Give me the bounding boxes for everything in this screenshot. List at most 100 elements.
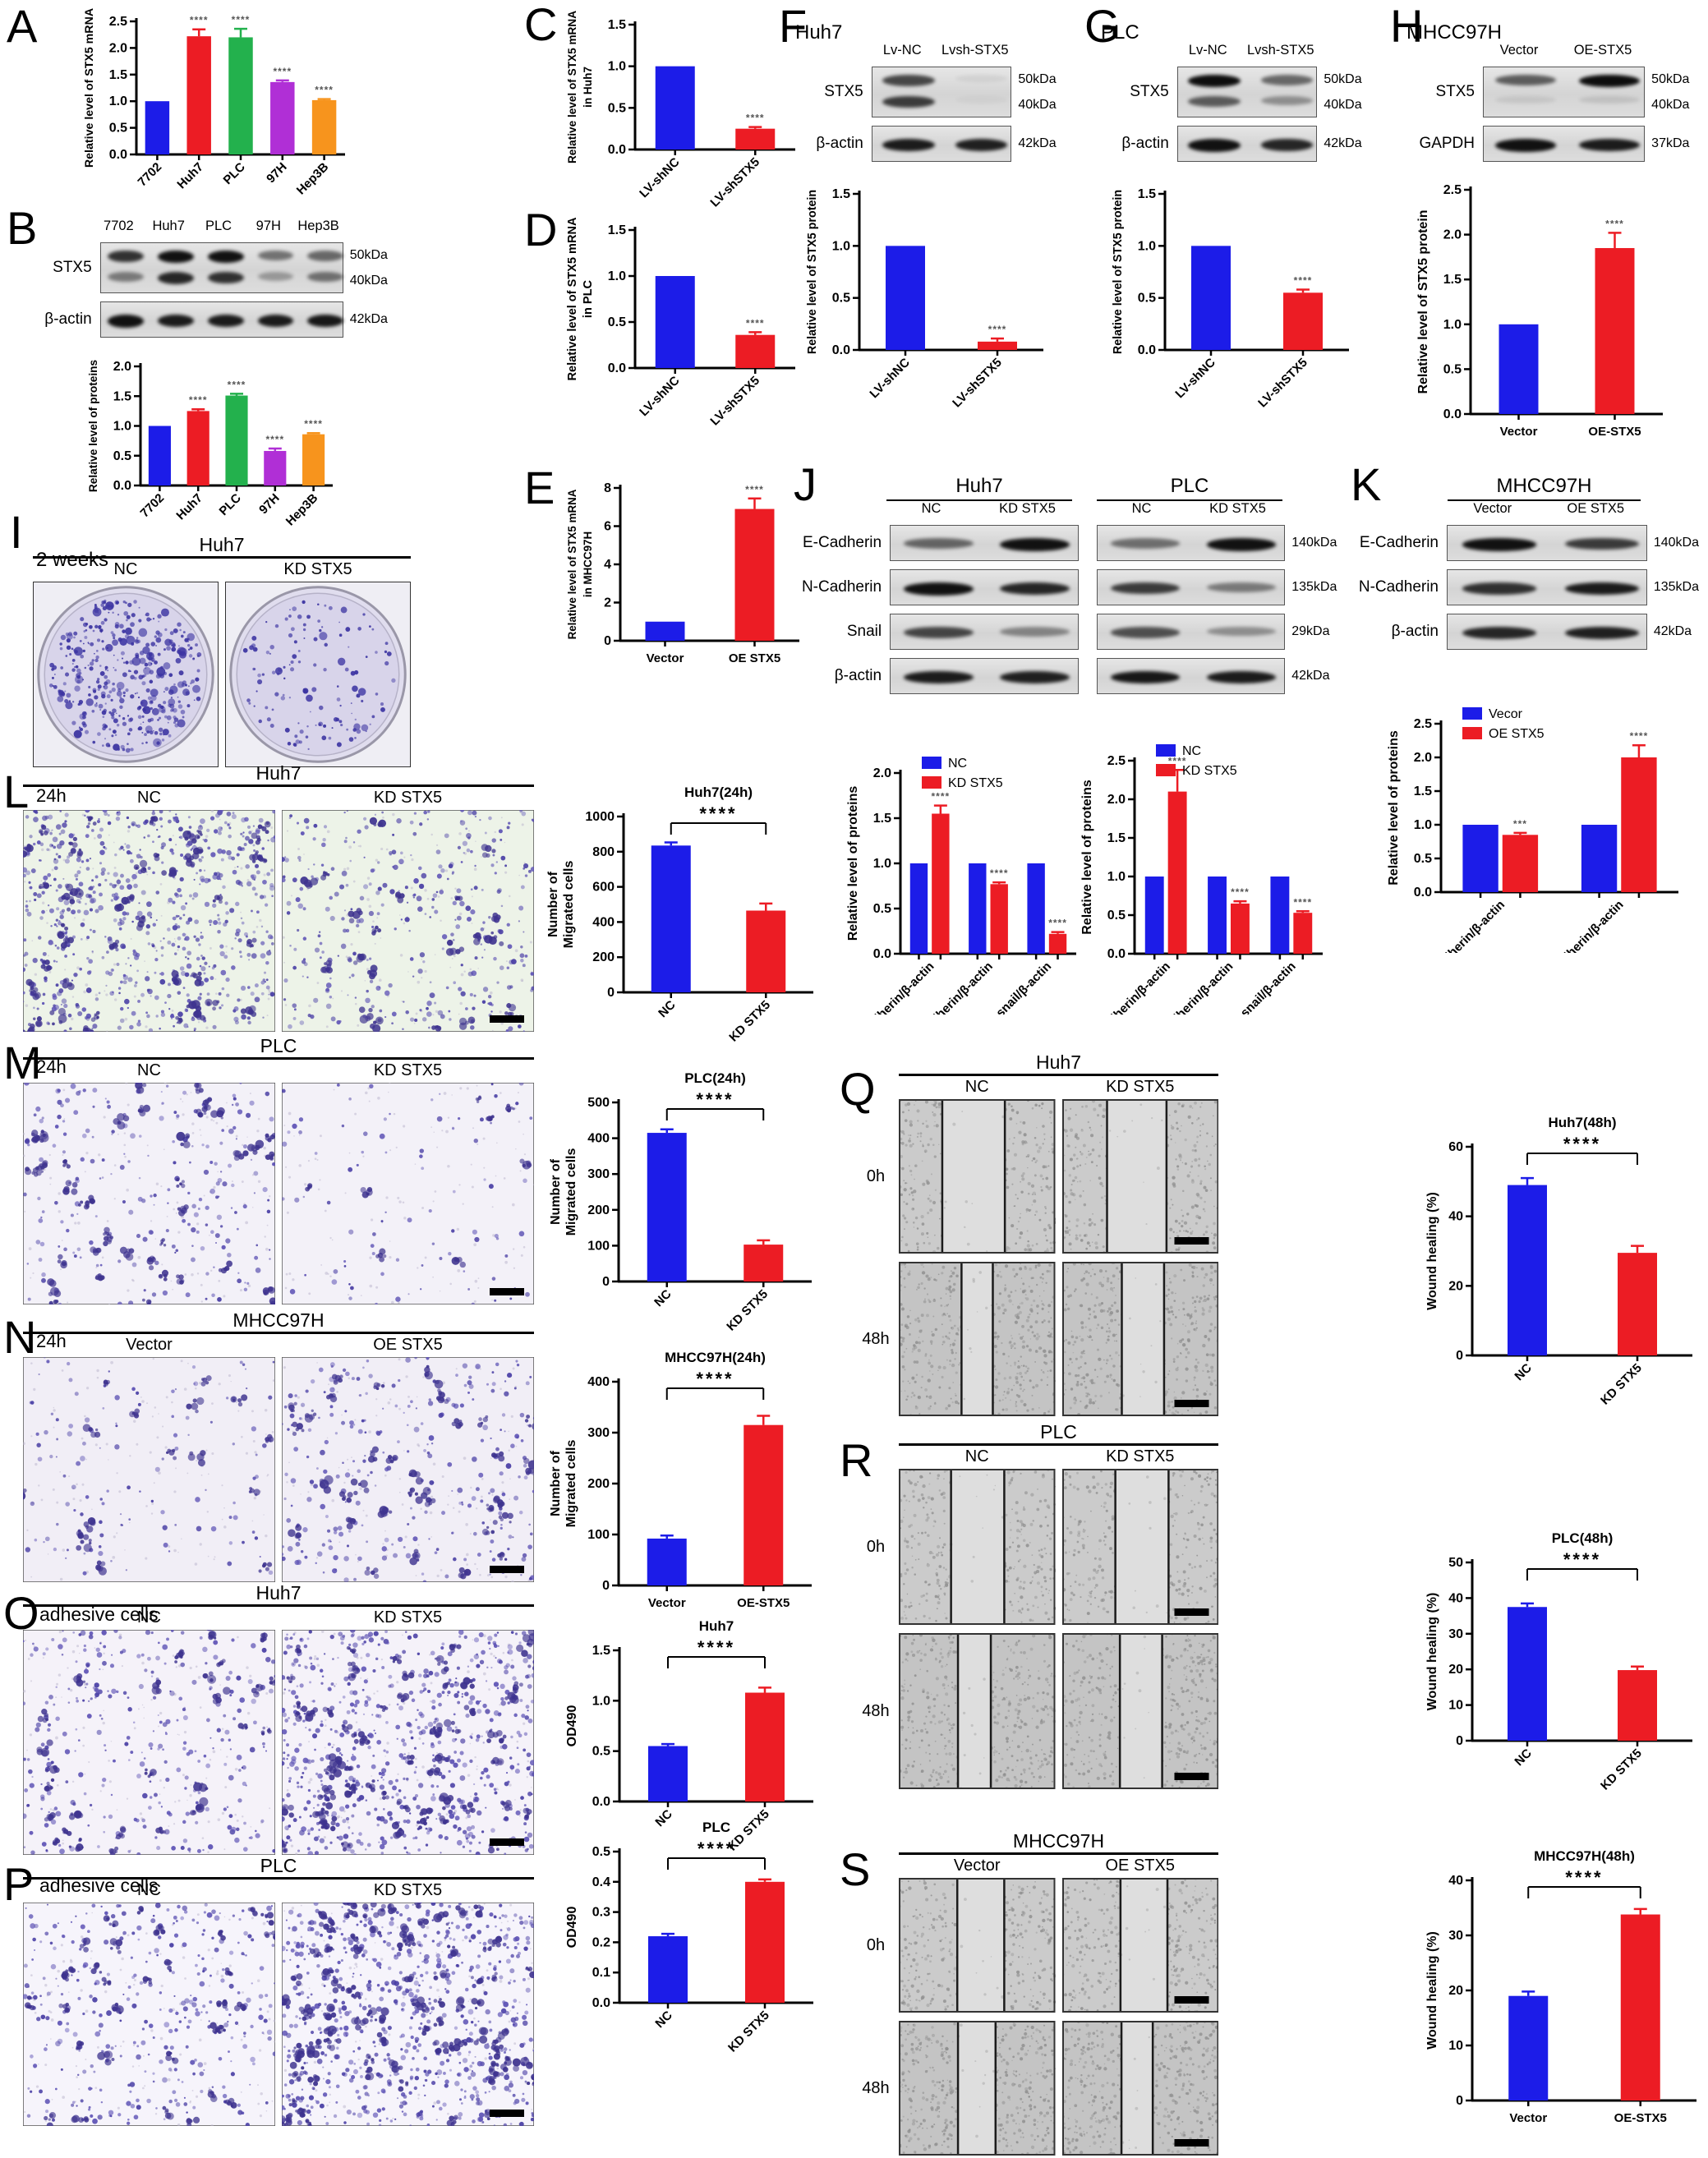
svg-text:****: **** (697, 1838, 735, 1859)
svg-text:OE-STX5: OE-STX5 (1614, 2111, 1667, 2125)
kda-label: 42kDa (1291, 669, 1330, 683)
panel-letter-I: I (10, 506, 23, 558)
bar-LV-shSTX5 (735, 128, 776, 150)
svg-text:****: **** (232, 14, 251, 25)
blot-strip-G-STX5 (1176, 67, 1318, 117)
photos-I-colony: Huh7 NC KD STX5 (33, 534, 411, 771)
svg-text:Number of: Number of (549, 1158, 563, 1225)
svg-text:Huh7(24h): Huh7(24h) (684, 785, 753, 800)
blot-row-label: STX5 (1435, 83, 1476, 100)
chart-P-od490: 0.0 0.1 0.2 0.3 0.4 0.5 OD490 PLC NC KD STX5 **** (565, 1815, 822, 2064)
svg-text:Relative level of STX5 protein: Relative level of STX5 protein (1416, 209, 1430, 393)
svg-text:0: 0 (602, 1579, 610, 1593)
photos-col-label: NC (964, 1447, 989, 1466)
blot-band (1565, 582, 1640, 596)
photos-col-label: NC (137, 1608, 161, 1627)
photo-R-0-0 (899, 1469, 1056, 1625)
blot-row-label: STX5 (53, 259, 92, 276)
photos-header-N: MHCC97H (23, 1309, 534, 1334)
svg-text:0.5: 0.5 (109, 122, 127, 136)
bar-KD STX5 (1618, 1670, 1657, 1741)
svg-text:MHCC97H(24h): MHCC97H(24h) (665, 1350, 766, 1365)
svg-text:400: 400 (592, 915, 615, 929)
bar-KD STX5 (1618, 1253, 1657, 1355)
photos-header-L: Huh7 (23, 762, 534, 787)
svg-text:PLC: PLC (217, 491, 244, 518)
kda-label: 40kDa (1018, 97, 1057, 112)
blot-title-H: MHCC97H (1406, 21, 1503, 44)
blot-row-label: STX5 (824, 83, 863, 100)
blot-title-G: PLC (1101, 21, 1139, 44)
svg-text:0: 0 (607, 986, 615, 1000)
photos-L-migration: Huh7 NC KD STX5 (23, 762, 534, 1035)
svg-text:1.0: 1.0 (1138, 239, 1156, 253)
photos-row-label: 0h (866, 1935, 886, 1954)
svg-text:MHCC97H(48h): MHCC97H(48h) (1534, 1848, 1635, 1864)
blot-band (108, 315, 144, 328)
bar-OE STX5 (734, 508, 775, 641)
kda-label: 29kDa (1291, 624, 1330, 638)
blot-row-label: β-actin (834, 667, 882, 684)
blot-strip-J-N-Cadherin (1096, 569, 1286, 605)
svg-text:2.0: 2.0 (113, 360, 131, 374)
blot-band (307, 315, 344, 328)
photos-M-migration: PLC NC KD STX5 (23, 1035, 534, 1308)
svg-text:Huh7: Huh7 (699, 1618, 734, 1634)
photos-col-label: NC (137, 1881, 161, 1899)
svg-text:****: **** (304, 418, 323, 430)
svg-text:Huh7: Huh7 (173, 491, 205, 523)
svg-text:Relative level of STX5 mRNA: Relative level of STX5 mRNA (566, 11, 578, 163)
svg-text:Vector: Vector (648, 1596, 686, 1610)
svg-text:1.5: 1.5 (832, 187, 850, 201)
legend-swatch-Vecor (1462, 707, 1482, 720)
blot-band (1495, 74, 1556, 85)
blot-band (1111, 671, 1181, 684)
blot-strip-F-STX5 (871, 67, 1012, 117)
bar-snail/β-actin-KD STX5 (1048, 933, 1067, 954)
blot-strip-K-N-Cadherin (1447, 569, 1647, 605)
bar-NC (648, 1746, 688, 1801)
svg-text:2: 2 (604, 596, 611, 610)
blot-row-label: β-actin (1121, 135, 1169, 152)
photo-L-0-0 (23, 810, 275, 1032)
svg-text:2.5: 2.5 (1107, 754, 1126, 768)
blot-row-label: β-actin (44, 311, 92, 328)
photos-col-label: KD STX5 (373, 1881, 443, 1899)
photo-Q-0-0 (899, 1099, 1056, 1254)
blot-strip-J-Snail (1096, 614, 1286, 650)
blot-strip-H-GAPDH (1483, 126, 1646, 162)
svg-text:Wound healing (%): Wound healing (%) (1425, 1931, 1439, 2050)
svg-text:1.5: 1.5 (592, 1644, 610, 1658)
svg-text:N-Cadherin/β-actin: N-Cadherin/β-actin (1539, 898, 1627, 953)
photos-row-label: 48h (862, 2078, 890, 2097)
blot-band (257, 315, 294, 328)
svg-text:****: **** (273, 66, 292, 77)
chart-svg-D: 0.0 0.5 1.0 1.5 Relative level of STX5 mRNA i… (566, 217, 795, 428)
blot-strip-K-β-actin (1447, 614, 1647, 650)
chart-svg-R: 0 10 20 30 40 50 Wound healing (%) PLC(48h) NC KD… (1425, 1530, 1692, 1793)
chart-L-migration: 0 200 400 600 800 1000 Number of Migrated cells… (546, 780, 822, 1053)
lane-label: PLC (205, 219, 232, 233)
svg-text:2.5: 2.5 (1443, 183, 1462, 197)
svg-text:Vecor: Vecor (1489, 707, 1523, 721)
svg-text:PLC(48h): PLC(48h) (1552, 1530, 1614, 1546)
blot-strip-J-β-actin (890, 658, 1079, 694)
svg-text:****: **** (988, 324, 1007, 335)
blot-band (1565, 538, 1640, 550)
chart-svg-N: 0 100 200 300 400 Number of Migrated cells MHCC… (549, 1350, 812, 1610)
label-24h-M: 24h (36, 1056, 67, 1077)
svg-text:Hep3B: Hep3B (283, 491, 321, 529)
blot-band (1260, 74, 1314, 85)
svg-text:0.5: 0.5 (1138, 292, 1156, 306)
chart-G-quant: 0.0 0.5 1.0 1.5 Relative level of STX5 prote… (1111, 173, 1357, 411)
label-2weeks: 2 weeks (36, 549, 109, 571)
kda-label: 50kDa (1324, 71, 1362, 86)
bar-LV-shNC (886, 246, 925, 350)
blot-band (307, 271, 344, 283)
blot-band (1462, 538, 1536, 551)
svg-text:KD STX5: KD STX5 (1598, 1746, 1645, 1793)
svg-text:Vector: Vector (1500, 425, 1538, 439)
blot-band (207, 250, 244, 264)
svg-text:OE STX5: OE STX5 (729, 651, 780, 665)
chart-C: 0.0 0.5 1.0 1.5 Relative level of STX5 mRNA i… (565, 3, 803, 210)
